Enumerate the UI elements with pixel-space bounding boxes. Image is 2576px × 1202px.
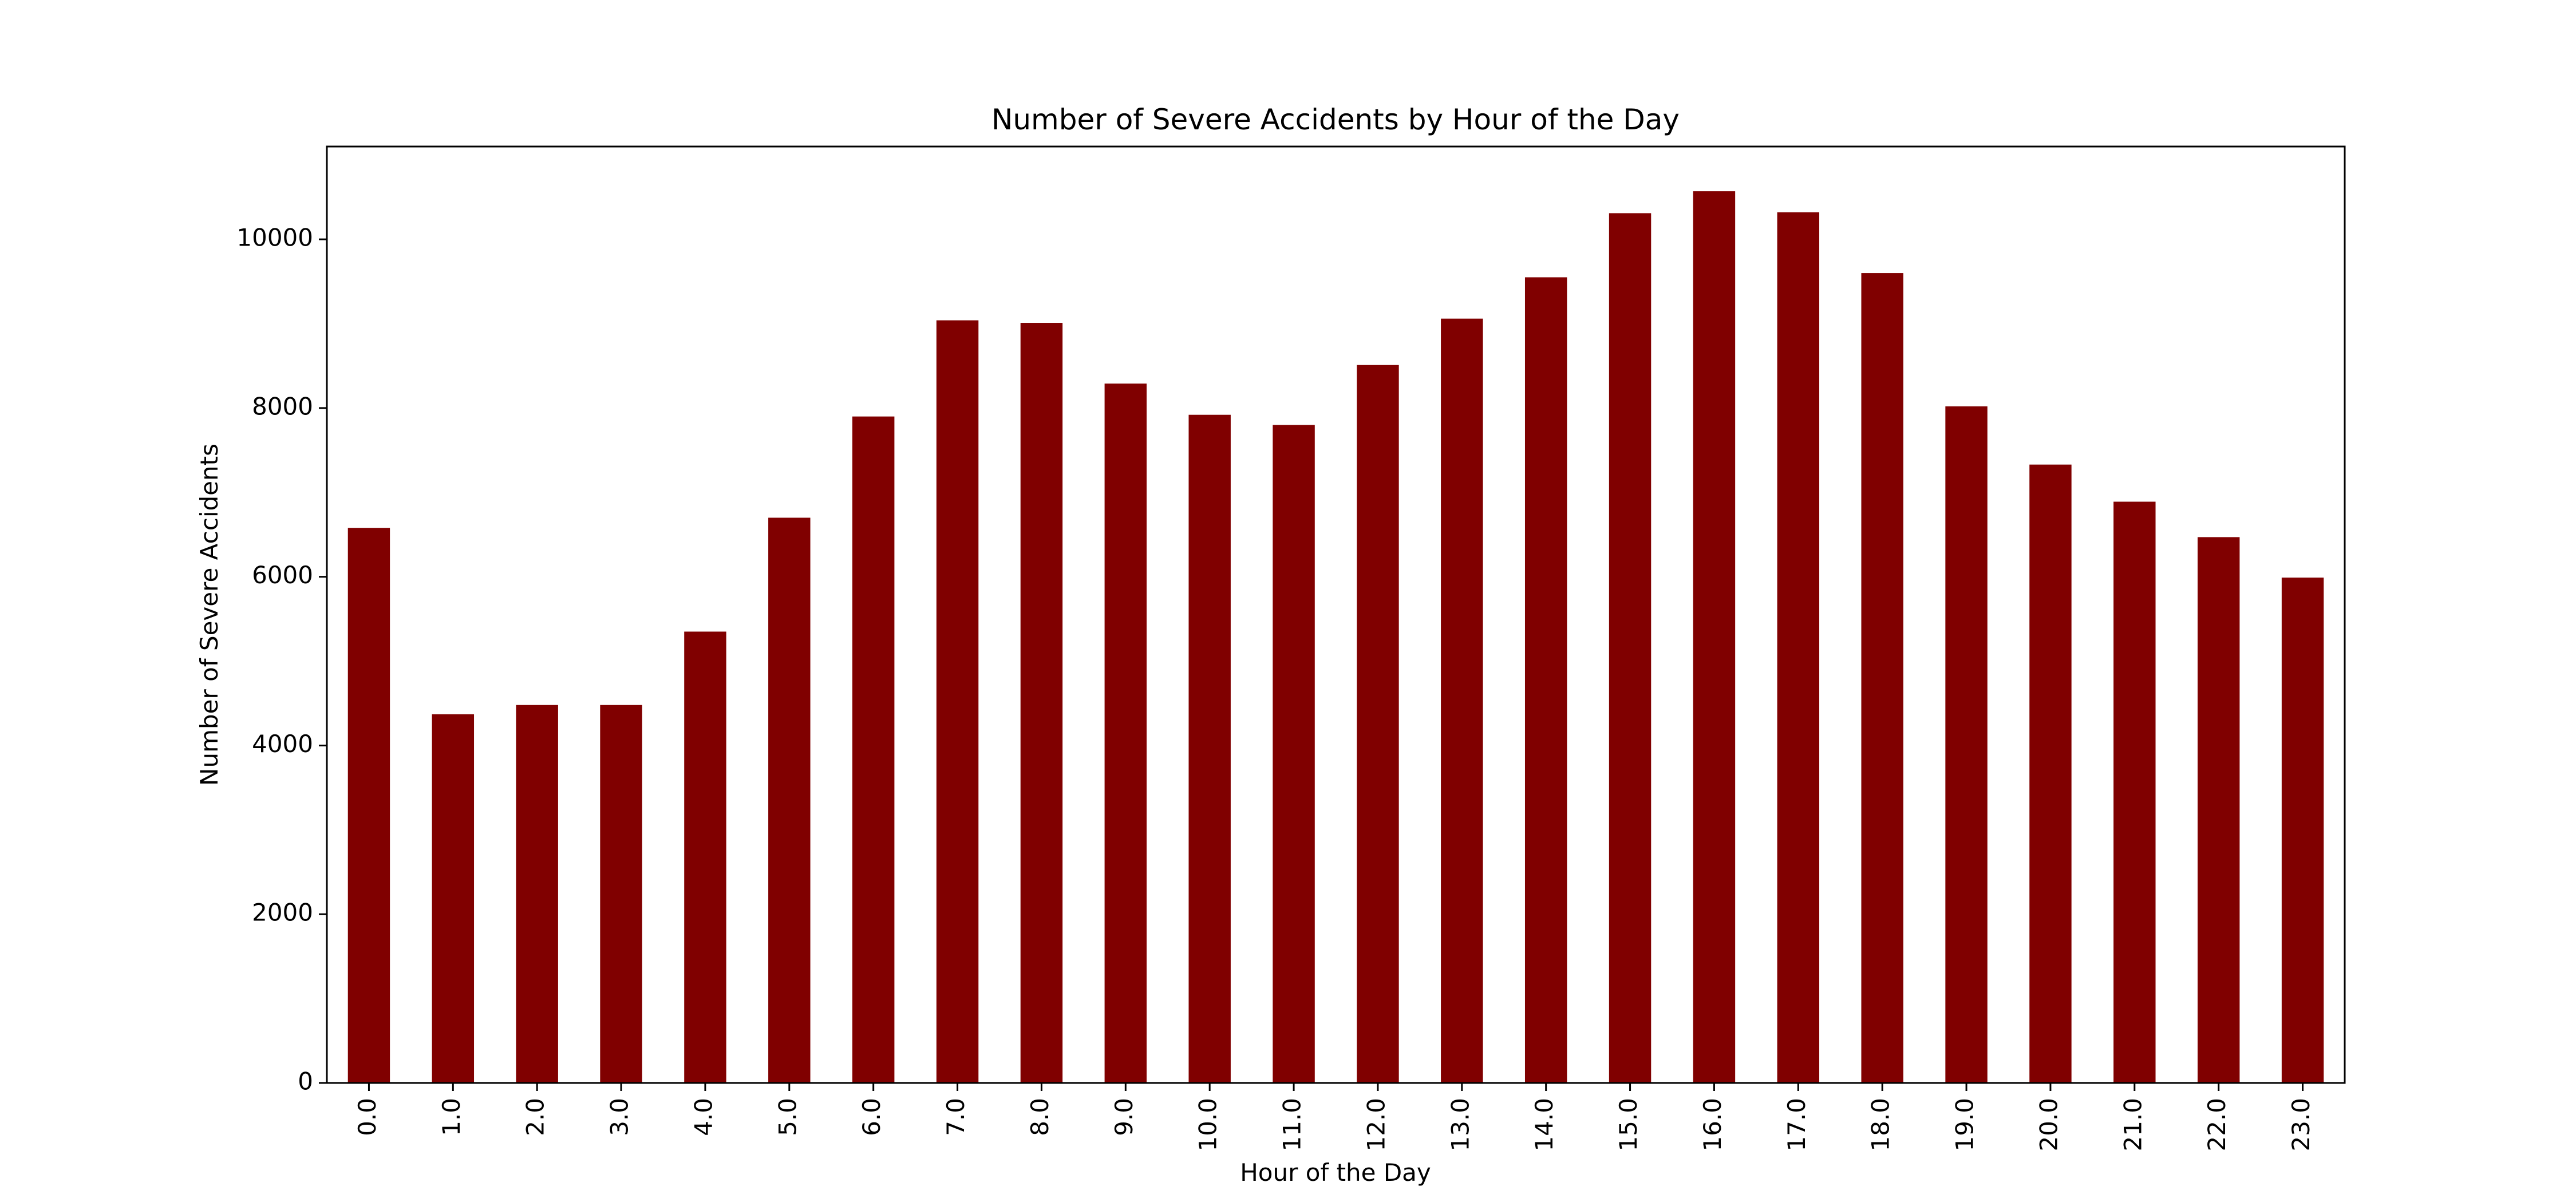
bar-6 bbox=[852, 416, 895, 1083]
bar-group bbox=[347, 191, 2324, 1084]
y-tick-label-0: 0 bbox=[298, 1067, 313, 1096]
chart-title: Number of Severe Accidents by Hour of th… bbox=[991, 103, 1680, 136]
y-axis-label: Number of Severe Accidents bbox=[195, 444, 223, 786]
y-tick-label-2: 4000 bbox=[252, 730, 313, 758]
x-tick-label-4: 4.0 bbox=[689, 1098, 717, 1136]
bar-9 bbox=[1104, 383, 1147, 1083]
x-tick-label-14: 14.0 bbox=[1530, 1098, 1558, 1152]
x-tick-label-9: 9.0 bbox=[1110, 1098, 1138, 1136]
bar-13 bbox=[1441, 318, 1483, 1083]
bar-8 bbox=[1020, 323, 1063, 1084]
x-axis-label: Hour of the Day bbox=[1240, 1158, 1431, 1187]
bar-0 bbox=[347, 528, 390, 1083]
y-tick-label-4: 8000 bbox=[252, 392, 313, 420]
bar-14 bbox=[1524, 277, 1567, 1083]
x-tick-label-7: 7.0 bbox=[942, 1098, 970, 1136]
x-tick-label-10: 10.0 bbox=[1194, 1098, 1222, 1152]
bar-23 bbox=[2281, 578, 2324, 1083]
x-axis: 0.0 1.0 2.0 3.0 4.0 5.0 6.0 7.0 8.0 9.0 10.0 11.0 12… bbox=[353, 1083, 2315, 1152]
bar-11 bbox=[1273, 425, 1315, 1083]
x-tick-label-18: 18.0 bbox=[1867, 1098, 1895, 1152]
bar-18 bbox=[1861, 273, 1903, 1084]
x-tick-label-13: 13.0 bbox=[1446, 1098, 1474, 1152]
x-tick-label-3: 3.0 bbox=[606, 1098, 634, 1136]
bar-4 bbox=[684, 631, 726, 1083]
bar-16 bbox=[1693, 191, 1736, 1083]
x-tick-label-17: 17.0 bbox=[1783, 1098, 1811, 1152]
x-tick-label-20: 20.0 bbox=[2034, 1098, 2063, 1152]
x-tick-label-19: 19.0 bbox=[1951, 1098, 1979, 1152]
bar-3 bbox=[600, 705, 642, 1083]
y-tick-label-3: 6000 bbox=[252, 561, 313, 589]
x-tick-label-1: 1.0 bbox=[437, 1098, 465, 1136]
x-tick-label-6: 6.0 bbox=[858, 1098, 886, 1136]
bar-17 bbox=[1777, 212, 1820, 1083]
y-axis: 0 2000 4000 6000 8000 10000 bbox=[236, 224, 327, 1096]
bar-19 bbox=[1945, 406, 1988, 1083]
bar-1 bbox=[432, 714, 475, 1083]
x-tick-label-15: 15.0 bbox=[1614, 1098, 1642, 1152]
plot-frame bbox=[326, 145, 2346, 1084]
x-tick-label-12: 12.0 bbox=[1362, 1098, 1390, 1152]
bar-12 bbox=[1357, 365, 1399, 1083]
x-tick-label-11: 11.0 bbox=[1278, 1098, 1306, 1152]
x-tick-label-23: 23.0 bbox=[2287, 1098, 2315, 1152]
x-tick-label-5: 5.0 bbox=[773, 1098, 801, 1136]
x-tick-label-8: 8.0 bbox=[1026, 1098, 1054, 1136]
x-tick-label-16: 16.0 bbox=[1698, 1098, 1726, 1152]
y-tick-label-5: 10000 bbox=[236, 224, 313, 252]
x-tick-label-21: 21.0 bbox=[2119, 1098, 2147, 1152]
x-tick-label-2: 2.0 bbox=[521, 1098, 550, 1136]
bar-7 bbox=[936, 320, 979, 1083]
bar-20 bbox=[2029, 464, 2072, 1084]
bar-2 bbox=[516, 705, 558, 1083]
y-tick-label-1: 2000 bbox=[252, 899, 313, 927]
bar-22 bbox=[2197, 537, 2240, 1083]
x-tick-label-0: 0.0 bbox=[353, 1098, 381, 1136]
x-tick-label-22: 22.0 bbox=[2203, 1098, 2231, 1152]
bar-15 bbox=[1609, 213, 1652, 1083]
bar-10 bbox=[1188, 414, 1231, 1083]
bar-5 bbox=[768, 517, 811, 1083]
bar-21 bbox=[2113, 501, 2156, 1083]
